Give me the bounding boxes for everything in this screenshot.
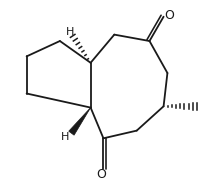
Polygon shape (68, 108, 90, 135)
Text: H: H (61, 132, 69, 142)
Text: O: O (96, 168, 105, 181)
Text: H: H (66, 27, 74, 37)
Text: O: O (163, 9, 173, 22)
